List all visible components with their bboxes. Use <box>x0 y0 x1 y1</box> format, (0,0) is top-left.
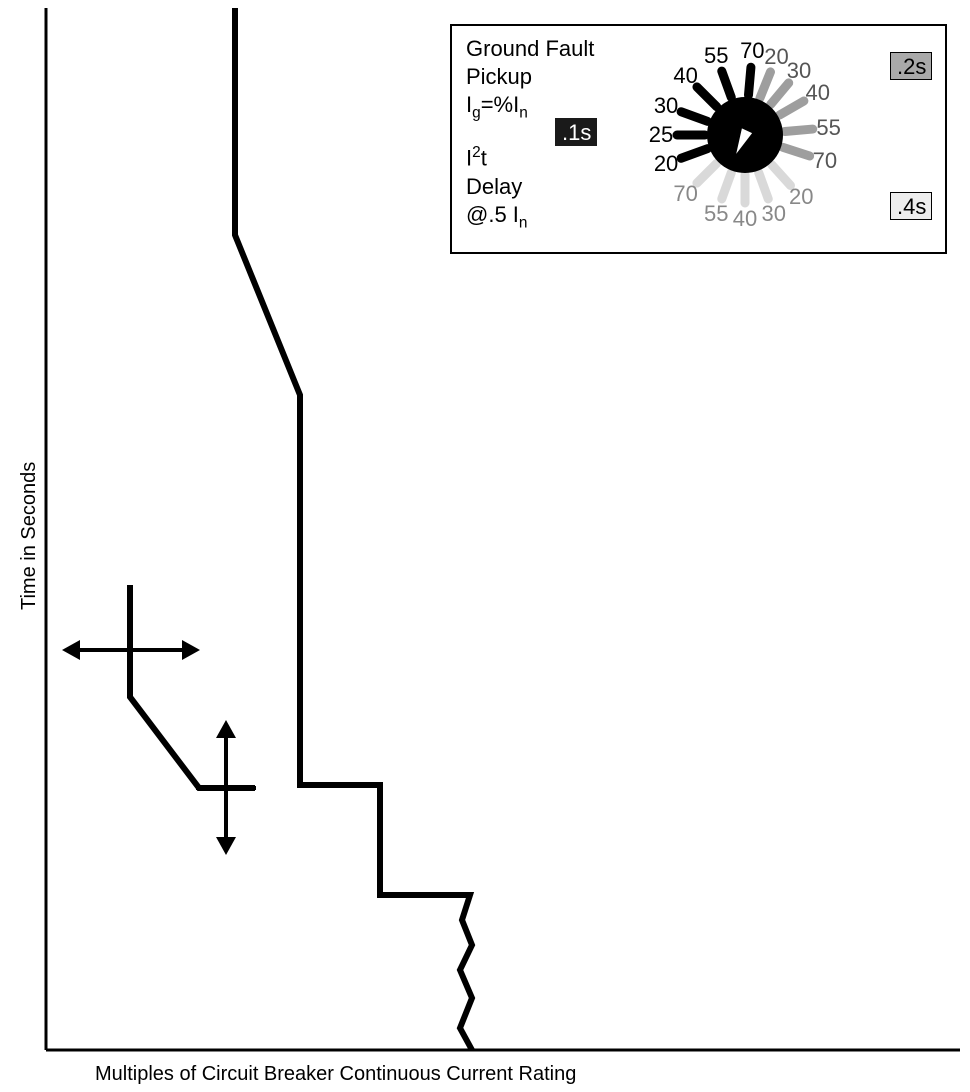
dial-tick-label: 20 <box>789 184 813 210</box>
dial-tick-label: 30 <box>654 93 678 119</box>
dial-tick-label: 55 <box>704 43 728 69</box>
dial-tick-label: 20 <box>764 44 788 70</box>
dial-tick-label: 25 <box>649 122 673 148</box>
dial-tick-label: 70 <box>673 181 697 207</box>
dial-tick-label: 20 <box>654 151 678 177</box>
dial-tick-label: 70 <box>740 38 764 64</box>
dial-tick-label: 55 <box>816 115 840 141</box>
dial-tick-label: 55 <box>704 201 728 227</box>
dial-tick-label: 40 <box>805 80 829 106</box>
dial-tick-label: 40 <box>673 63 697 89</box>
dial-tick-label: 30 <box>761 201 785 227</box>
dial-tick-label: 40 <box>733 206 757 232</box>
dial-tick-label: 70 <box>813 148 837 174</box>
